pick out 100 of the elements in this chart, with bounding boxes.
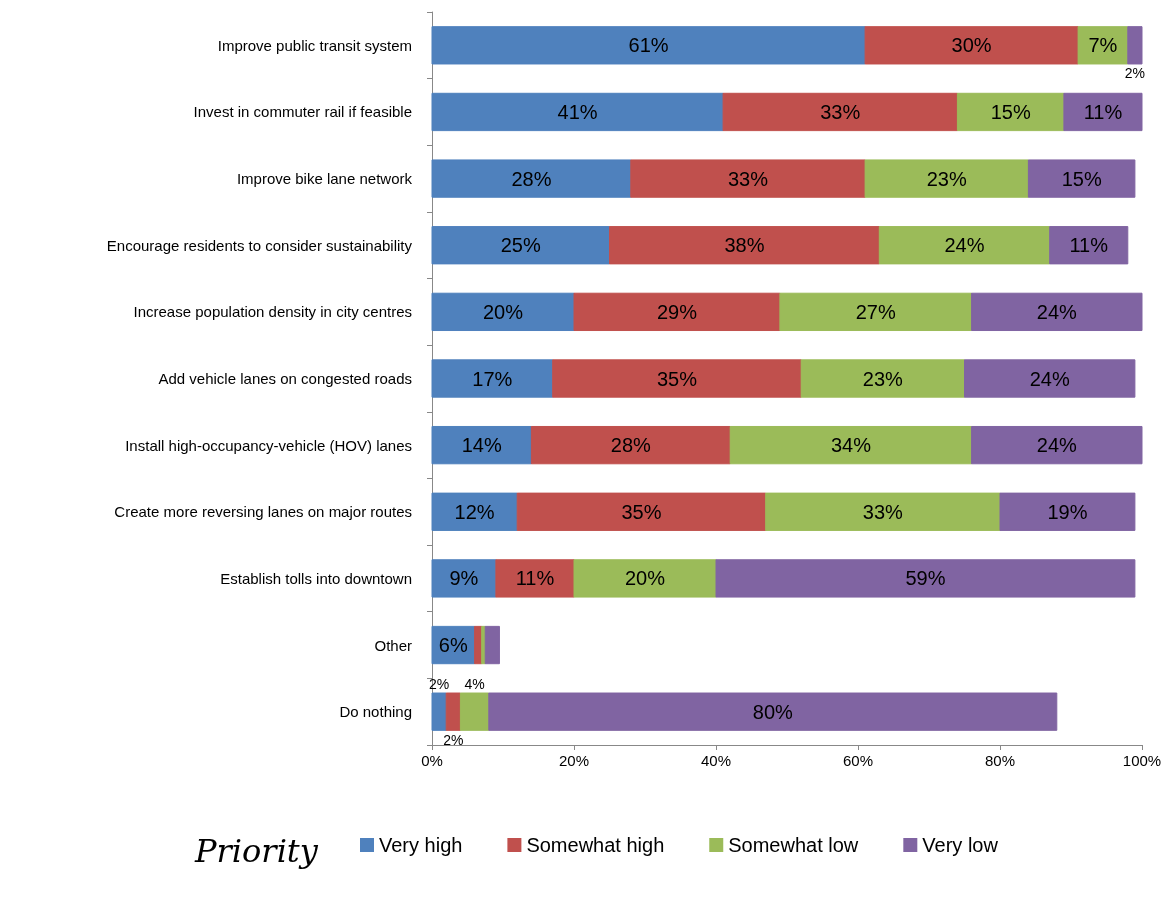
bar bbox=[431, 559, 497, 598]
data-label: 15% bbox=[990, 100, 1031, 123]
bar bbox=[971, 425, 1143, 465]
data-label: 35% bbox=[621, 500, 662, 523]
bar bbox=[431, 692, 447, 731]
legend-label: Somewhat low bbox=[728, 834, 859, 856]
bar bbox=[431, 159, 632, 198]
data-label: 24% bbox=[1036, 300, 1078, 323]
bar bbox=[1127, 26, 1143, 65]
bar bbox=[573, 292, 781, 332]
data-label: 27% bbox=[855, 300, 896, 323]
bar bbox=[431, 92, 724, 132]
bar bbox=[956, 92, 1065, 132]
bar bbox=[484, 625, 500, 665]
legend-label: Somewhat high bbox=[526, 834, 665, 856]
bar bbox=[864, 26, 1079, 65]
data-label: 35% bbox=[656, 367, 698, 390]
bar bbox=[445, 692, 461, 731]
bar bbox=[971, 292, 1143, 332]
bar bbox=[516, 492, 767, 531]
x-tick-label: 100% bbox=[1122, 752, 1162, 769]
bar bbox=[431, 226, 610, 265]
data-label: 11% bbox=[515, 567, 555, 590]
data-label: 2% bbox=[443, 731, 464, 748]
data-label: 9% bbox=[449, 567, 479, 590]
legend-label: Very high bbox=[379, 834, 463, 856]
y-tick-label: Create more reversing lanes on major routes bbox=[114, 503, 412, 521]
bar bbox=[1049, 226, 1129, 265]
data-label: 24% bbox=[1029, 367, 1070, 390]
y-tick-label: Establish tolls into downtown bbox=[220, 569, 412, 587]
data-label: 11% bbox=[1083, 100, 1123, 123]
bar bbox=[431, 26, 866, 65]
bar bbox=[1027, 159, 1136, 198]
y-tick-label: Other bbox=[374, 636, 412, 654]
data-label: 24% bbox=[1036, 434, 1078, 457]
data-label: 23% bbox=[926, 167, 967, 190]
data-label: 19% bbox=[1047, 500, 1088, 523]
x-tick-label: 80% bbox=[984, 752, 1016, 769]
y-tick-label: Add vehicle lanes on congested roads bbox=[158, 370, 412, 387]
bar bbox=[964, 359, 1136, 398]
data-label: 20% bbox=[624, 567, 666, 590]
bar bbox=[609, 226, 880, 265]
data-label: 38% bbox=[724, 234, 765, 257]
bar bbox=[495, 559, 575, 598]
y-tick-label: Do nothing bbox=[339, 703, 412, 721]
bar bbox=[715, 559, 1136, 598]
bar bbox=[878, 226, 1051, 265]
data-label: 61% bbox=[628, 34, 669, 57]
bar bbox=[431, 359, 554, 398]
bar bbox=[765, 492, 1001, 531]
data-label: 2% bbox=[1124, 65, 1146, 82]
data-label: 80% bbox=[752, 700, 794, 723]
data-label: 23% bbox=[862, 367, 904, 390]
bar bbox=[999, 492, 1136, 531]
data-label: 2% bbox=[428, 675, 450, 692]
x-tick-label: 20% bbox=[558, 752, 590, 769]
data-label: 30% bbox=[951, 34, 992, 57]
data-label: 15% bbox=[1061, 167, 1102, 190]
x-tick-label: 0% bbox=[421, 752, 443, 769]
data-label: 33% bbox=[820, 100, 861, 123]
y-tick-label: Install high-occupancy-vehicle (HOV) lanes bbox=[125, 436, 412, 454]
data-label: 28% bbox=[610, 434, 652, 457]
bar bbox=[431, 292, 575, 332]
bar bbox=[552, 359, 802, 398]
data-label: 7% bbox=[1088, 34, 1118, 57]
data-label: 12% bbox=[454, 500, 495, 523]
data-label: 24% bbox=[944, 234, 985, 257]
bar bbox=[1063, 92, 1143, 132]
data-label: 20% bbox=[482, 300, 524, 323]
bar bbox=[431, 425, 532, 465]
y-tick-label: Encourage residents to consider sustainability bbox=[106, 236, 413, 254]
bar bbox=[779, 292, 973, 332]
y-tick-label: Increase population density in city centres bbox=[133, 303, 412, 321]
data-label: 33% bbox=[862, 500, 904, 523]
bar bbox=[530, 425, 731, 465]
data-label: 17% bbox=[472, 367, 513, 390]
bar bbox=[459, 692, 490, 731]
bar bbox=[630, 159, 866, 198]
bar bbox=[431, 492, 518, 531]
y-tick-label: Invest in commuter rail if feasible bbox=[193, 103, 412, 121]
data-label: 34% bbox=[830, 434, 872, 457]
data-label: 6% bbox=[438, 634, 468, 657]
bar bbox=[864, 159, 1029, 198]
data-label: 4% bbox=[464, 675, 485, 692]
data-label: 28% bbox=[511, 167, 552, 190]
x-tick-label: 40% bbox=[700, 752, 732, 769]
bar bbox=[722, 92, 958, 132]
data-label: 14% bbox=[461, 434, 502, 457]
x-tick-label: 60% bbox=[842, 752, 874, 769]
data-label: 41% bbox=[557, 100, 598, 123]
data-label: 25% bbox=[500, 234, 541, 257]
bar bbox=[729, 425, 973, 465]
y-tick-label: Improve public transit system bbox=[217, 36, 412, 54]
legend-title: Priority bbox=[194, 832, 319, 870]
y-tick-label: Improve bike lane network bbox=[236, 170, 413, 188]
data-label: 33% bbox=[727, 167, 769, 190]
bar bbox=[800, 359, 965, 398]
data-label: 59% bbox=[905, 567, 946, 590]
bar bbox=[488, 692, 1058, 731]
bar bbox=[1077, 26, 1129, 65]
